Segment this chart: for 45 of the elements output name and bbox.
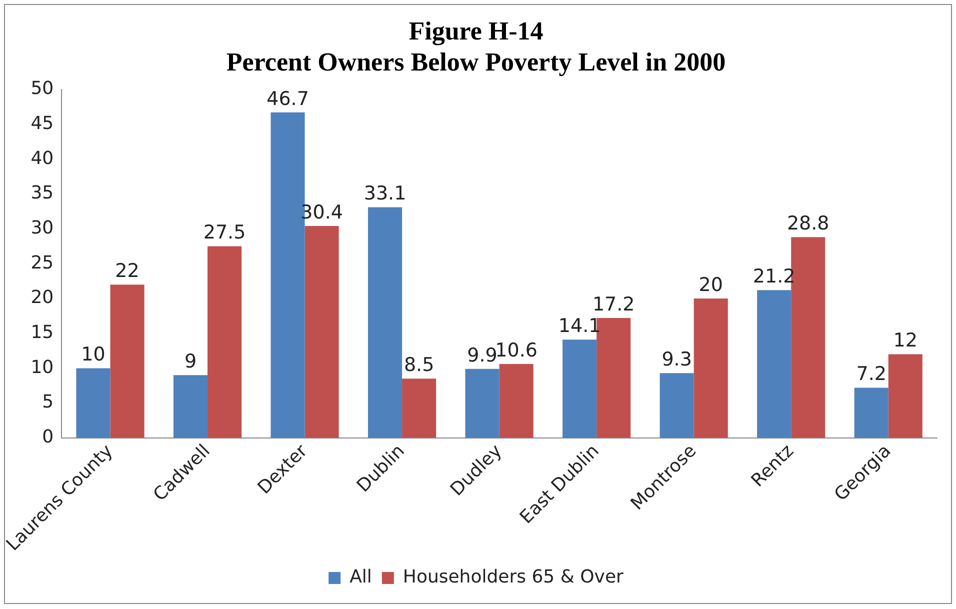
y-tick-label: 15 — [30, 322, 54, 344]
chart-subtitle: Percent Owners Below Poverty Level in 2000 — [226, 48, 726, 77]
bar — [110, 284, 144, 438]
bar — [499, 364, 534, 438]
legend-label: Householders 65 & Over — [402, 566, 624, 588]
y-tick-label: 50 — [30, 78, 54, 100]
bar — [562, 340, 597, 438]
bar — [304, 226, 339, 438]
y-tick-label: 35 — [30, 182, 54, 204]
bar — [402, 378, 436, 438]
data-label: 9.9 — [467, 344, 498, 366]
bar — [208, 246, 242, 438]
bar — [854, 388, 888, 438]
data-label: 33.1 — [364, 182, 406, 205]
data-label: 9 — [184, 350, 197, 373]
bar — [368, 207, 402, 438]
data-label: 22 — [115, 260, 140, 282]
bar — [173, 375, 208, 438]
data-label: 27.5 — [203, 222, 246, 244]
bar — [660, 373, 694, 438]
bar — [694, 298, 728, 438]
y-tick-label: 5 — [42, 392, 54, 413]
y-tick-label: 45 — [30, 112, 54, 134]
data-label: 12 — [893, 330, 918, 352]
y-tick-label: 0 — [42, 426, 54, 448]
bar — [76, 368, 110, 438]
y-tick-label: 40 — [30, 148, 54, 169]
y-tick-label: 10 — [30, 356, 54, 378]
legend-label: All — [350, 566, 372, 588]
chart-title: Figure H-14 — [408, 16, 544, 46]
y-tick-label: 30 — [30, 217, 54, 238]
y-tick-label: 25 — [30, 252, 54, 274]
bar — [465, 368, 500, 438]
data-label: 10 — [81, 344, 106, 366]
bar — [888, 354, 922, 438]
data-label: 20 — [698, 274, 723, 296]
data-label: 10.6 — [495, 339, 538, 362]
data-label: 7.2 — [856, 363, 886, 386]
bar — [757, 290, 792, 438]
data-label: 8.5 — [404, 354, 434, 376]
data-label: 46.7 — [266, 88, 309, 110]
data-label: 17.2 — [592, 293, 635, 316]
data-label: 9.3 — [662, 348, 692, 371]
data-label: 28.8 — [786, 212, 830, 235]
y-tick-label: 20 — [30, 287, 54, 308]
